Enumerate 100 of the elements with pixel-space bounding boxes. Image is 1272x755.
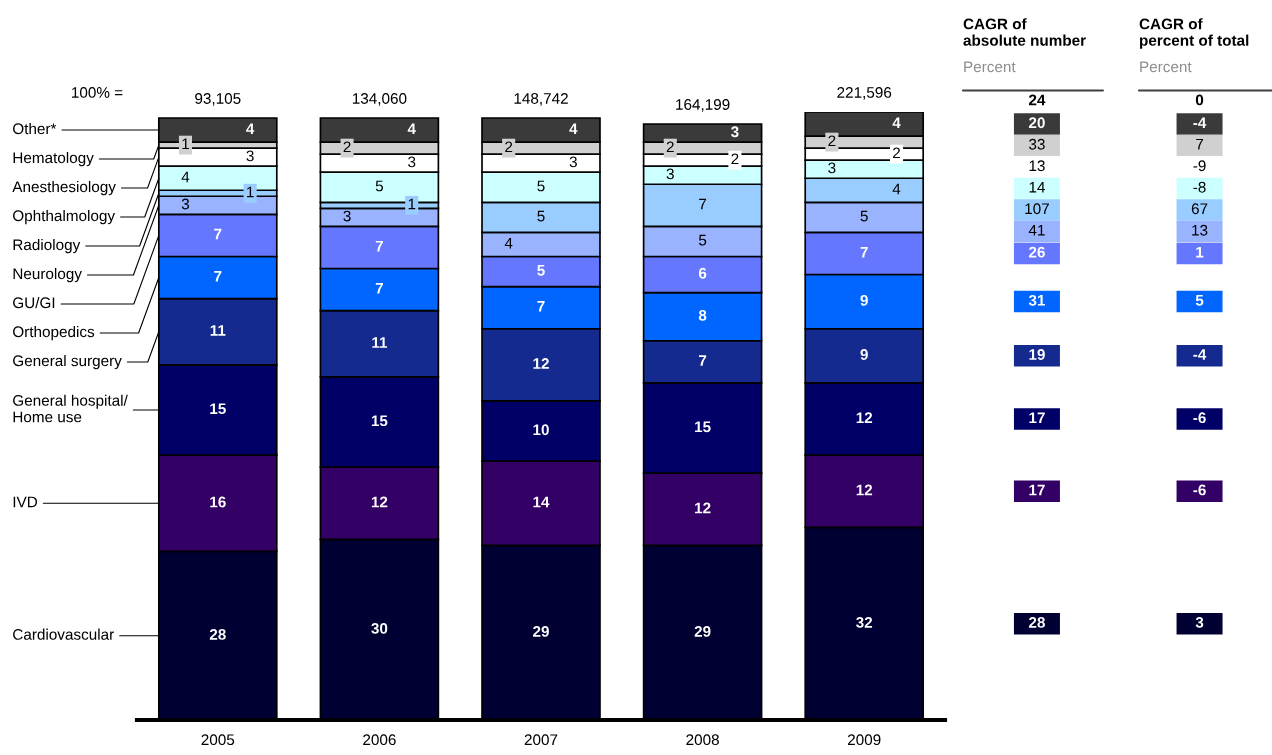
x-tick-label: 2009 [847,734,881,746]
data-label: 3 [569,156,577,168]
text: -6 [1193,412,1206,424]
text: 5 [1195,295,1204,306]
text: Percent [1140,61,1192,73]
data-label: 4 [407,123,416,135]
text: 17 [1029,484,1045,496]
data-label: 9 [860,294,868,306]
data-label: 32 [856,616,873,628]
data-label: 1 [408,198,416,210]
x-tick-label: 2005 [201,734,235,746]
text: Neurology [13,267,82,283]
text: 7 [1196,138,1204,150]
text: 67 [1191,203,1208,215]
text: 17 [1029,412,1045,423]
data-label: 7 [375,240,383,252]
text: General surgery [13,354,122,370]
data-label: 1 [247,186,254,198]
text: Percent [964,61,1016,73]
data-label: 9 [860,349,868,360]
data-label: 3 [246,150,254,162]
data-label: 2 [505,141,513,153]
data-label: 28 [209,629,226,640]
text: -9 [1193,160,1206,172]
text: Other* [13,122,57,135]
text: 107 [1025,203,1049,215]
text: CAGR of absolute number [963,18,1086,46]
data-label: 2 [893,147,900,159]
text: 100% = [72,87,123,98]
data-label: 4 [892,183,901,195]
text: 19 [1029,349,1045,360]
data-label: 15 [210,403,226,415]
text: 24 [1028,94,1046,106]
text: 1 [1196,246,1204,258]
x-tick-label: 2006 [363,734,396,746]
data-label: 8 [698,309,707,321]
data-label: 12 [371,496,388,508]
text: 26 [1028,246,1045,258]
text: 13 [1029,160,1045,172]
legend-label: Cardiovascular [13,628,114,640]
data-label: 12 [856,412,873,423]
annotation: 221,596 [837,87,892,100]
data-label: 5 [375,180,384,192]
data-label: 7 [699,198,707,210]
data-label: 1 [182,138,189,150]
data-label: 7 [375,283,383,294]
data-label: 6 [698,267,707,279]
data-label: 7 [214,228,222,240]
data-label: 5 [537,210,545,222]
text: 13 [1192,224,1208,236]
data-label: 16 [210,496,226,508]
text: Ophthalmology [13,209,116,225]
data-label: 3 [666,168,674,180]
text: IVD [13,496,38,508]
text: -6 [1193,484,1206,496]
legend-label: General hospital/ Home use [13,394,128,423]
data-label: 4 [504,237,513,249]
data-label: 12 [695,502,711,514]
data-label: 11 [372,337,388,348]
data-label: 11 [210,325,226,336]
data-label: 5 [698,234,707,246]
data-label: 4 [181,171,190,183]
legend-label: Hematology [13,151,94,167]
data-label: 3 [731,126,739,138]
data-label: 4 [569,123,578,135]
data-label: 30 [371,622,388,634]
data-label: 12 [856,484,873,496]
text: Radiology [13,238,81,254]
data-label: 7 [214,270,222,282]
x-tick-label: 2008 [686,734,719,746]
data-label: 5 [860,210,868,222]
data-label: 15 [695,421,711,433]
text: 3 [1195,616,1204,628]
annotation: 93,105 [195,93,241,106]
data-label: 29 [533,626,549,637]
data-label: 3 [408,156,416,168]
data-label: 2 [731,153,739,165]
data-label: 5 [537,264,545,276]
data-label: 7 [699,355,707,366]
x-tick-label: 2007 [524,734,558,746]
annotation: 134,060 [352,93,407,106]
text: CAGR of percent of total [1139,18,1249,49]
data-label: 12 [533,358,549,369]
data-label: 3 [181,198,190,210]
data-label: 14 [533,496,550,508]
text: 14 [1029,181,1045,193]
annotation: 164,199 [676,99,730,112]
data-label: 3 [343,210,351,222]
data-label: 2 [828,135,836,147]
data-label: 7 [537,301,545,312]
data-label: 15 [371,415,388,427]
text: 28 [1028,616,1045,628]
text: -4 [1193,349,1207,360]
data-label: 10 [533,424,549,436]
data-label: 4 [892,117,901,128]
text: Orthopedics [13,325,95,341]
text: 41 [1028,224,1045,236]
text: 20 [1028,117,1045,129]
data-label: 2 [666,141,674,153]
text: -4 [1193,117,1207,128]
